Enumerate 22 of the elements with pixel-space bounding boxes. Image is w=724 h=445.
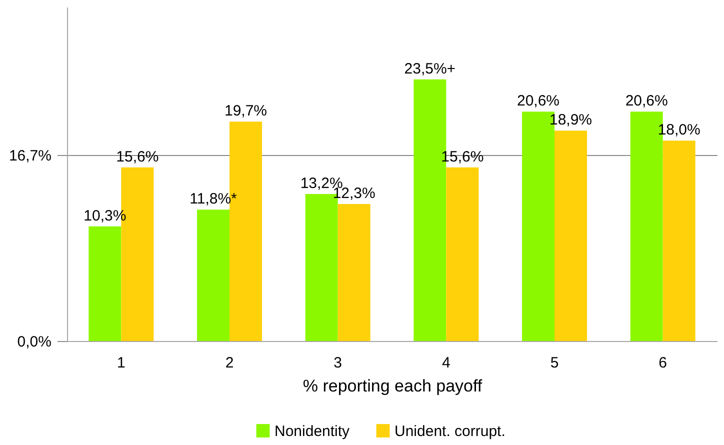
bar bbox=[662, 140, 696, 341]
x-tick-label: 3 bbox=[334, 354, 342, 372]
y-tick-label: 0,0% bbox=[17, 334, 52, 350]
x-tick-label: 5 bbox=[550, 354, 559, 372]
x-tick-label: 4 bbox=[442, 354, 450, 372]
x-tick-label: 6 bbox=[658, 354, 668, 372]
bar bbox=[338, 204, 370, 341]
legend-label: Nonidentity bbox=[274, 422, 350, 440]
bar bbox=[88, 226, 122, 341]
x-tick-label: 2 bbox=[225, 354, 234, 372]
legend-label: Unident. corrupt. bbox=[394, 422, 506, 440]
bar bbox=[446, 167, 479, 341]
data-label: 20,6% bbox=[625, 92, 668, 110]
bar bbox=[197, 210, 230, 341]
data-label: 20,6% bbox=[516, 92, 560, 110]
data-label: 23,5%+ bbox=[404, 60, 456, 78]
y-tick-label: 16,7% bbox=[8, 148, 52, 165]
data-label: 15,6% bbox=[116, 148, 159, 166]
bar bbox=[554, 130, 587, 341]
x-axis-title: % reporting each payoff bbox=[302, 376, 482, 396]
x-tick-label: 1 bbox=[116, 354, 126, 372]
data-label: 19,7% bbox=[224, 102, 268, 120]
